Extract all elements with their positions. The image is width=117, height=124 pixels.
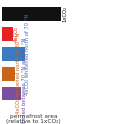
Bar	[2, 67, 15, 81]
Text: 4xCO₂ whitened between 70 °N and 80 °N: 4xCO₂ whitened between 70 °N and 80 °N	[22, 38, 27, 124]
Text: 4xCO₂ whitened north of 70 °N: 4xCO₂ whitened north of 70 °N	[25, 13, 30, 95]
Text: 4xCO₂: 4xCO₂	[14, 26, 19, 42]
Text: 1xCO₂: 1xCO₂	[62, 6, 67, 22]
Bar	[2, 7, 61, 21]
Bar	[2, 27, 13, 41]
Bar	[2, 47, 25, 61]
Text: 4xCO₂ whitened north of 80 °N: 4xCO₂ whitened north of 80 °N	[16, 33, 21, 114]
Text: permafrost area
(relative to 1xCO₂): permafrost area (relative to 1xCO₂)	[6, 114, 61, 124]
Bar	[2, 87, 21, 100]
